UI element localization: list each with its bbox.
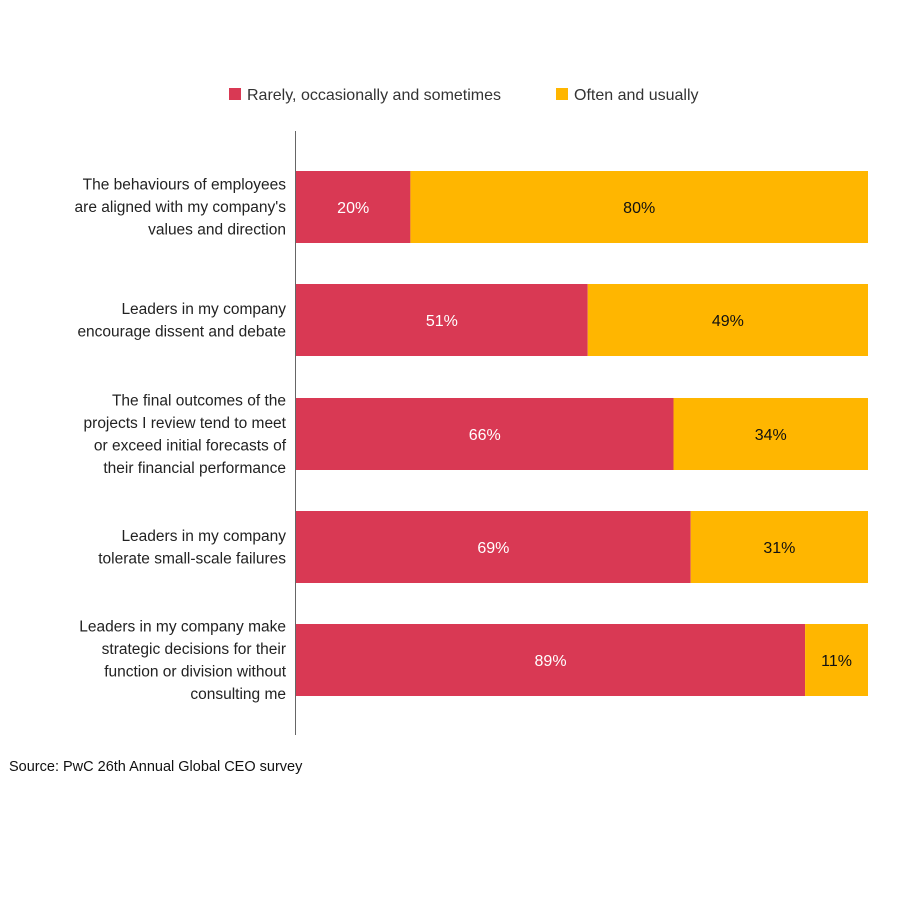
data-label: 89% [535,653,567,670]
category-label: The final outcomes of the [112,392,286,409]
bar-segment [296,398,674,470]
category-label: their financial performance [103,460,286,477]
data-label: 69% [477,540,509,557]
category-label: values and direction [148,222,286,239]
bar-segment [296,511,691,583]
category-label: function or division without [104,663,286,680]
category-label: The behaviours of employees [83,177,287,194]
source-note: Source: PwC 26th Annual Global CEO surve… [9,759,303,775]
bar-segment [805,624,868,696]
category-label: projects I review tend to meet [84,415,287,432]
category-label: are aligned with my company's [75,199,287,216]
category-label: or exceed initial forecasts of [94,437,287,454]
category-label: Leaders in my company [121,528,286,545]
data-label: 49% [712,313,744,330]
data-label: 34% [755,427,787,444]
data-label: 11% [821,653,852,670]
bar-segment [587,284,868,356]
legend-label: Often and usually [574,87,699,104]
bar-segment [296,284,588,356]
data-label: 66% [469,427,501,444]
category-label: strategic decisions for their [102,641,286,658]
legend-swatch [556,88,568,100]
bar-segment [673,398,868,470]
bar-segment [410,171,868,243]
category-label: Leaders in my company make [79,618,286,635]
data-label: 51% [426,313,458,330]
bar-segment [296,624,806,696]
category-label: encourage dissent and debate [77,323,286,340]
category-label: tolerate small-scale failures [98,550,286,567]
bar-segment [690,511,868,583]
bar-segment [296,171,411,243]
data-label: 20% [337,200,369,217]
legend-swatch [229,88,241,100]
category-label: Leaders in my company [121,301,286,318]
category-label: consulting me [190,686,286,703]
data-label: 80% [623,200,655,217]
data-label: 31% [763,540,795,557]
legend-label: Rarely, occasionally and sometimes [247,87,501,104]
